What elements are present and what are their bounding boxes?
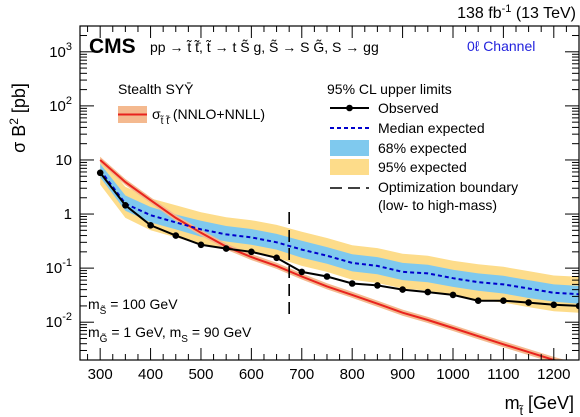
y-axis-title: σ B2 [pb] <box>7 83 29 153</box>
x-tick-label: 300 <box>88 366 113 383</box>
observed-point <box>525 299 532 306</box>
signal-legend-label: σt̃ t̃̄ (NNLO+NNLL) <box>152 106 265 127</box>
y-tick-label: 10 <box>55 152 72 169</box>
legend-expected-label: Median expected <box>378 120 485 136</box>
observed-point <box>449 291 457 299</box>
observed-point <box>172 232 180 239</box>
x-tick-label: 800 <box>340 366 365 383</box>
lumi-label: 138 fb-1 (13 TeV) <box>457 3 576 22</box>
observed-point <box>474 297 482 305</box>
observed-points-layer <box>96 169 579 310</box>
observed-point <box>424 288 432 296</box>
observed-point <box>348 280 356 287</box>
x-tick-label: 500 <box>188 366 213 383</box>
y-tick-label: 10-1 <box>46 257 72 277</box>
limits-legend-title: 95% CL upper limits <box>327 81 452 97</box>
legend-boundary-sublabel: (low- to high-mass) <box>378 197 497 213</box>
y-tick-label: 10-2 <box>46 311 72 331</box>
legend-boundary-label: Optimization boundary <box>378 179 518 195</box>
x-tick-label: 1200 <box>537 366 570 383</box>
observed-point <box>122 202 129 209</box>
plot-frame <box>79 25 580 361</box>
observed-point <box>222 245 230 252</box>
legend-band95-label: 95% expected <box>378 159 467 175</box>
observed-point <box>500 297 507 305</box>
limit-lines-layer <box>99 169 579 307</box>
observed-point <box>298 268 306 276</box>
x-tick-label: 900 <box>390 366 415 383</box>
mass-note-gravitino: mG̃ = 1 GeV, mS = 90 GeV <box>88 324 252 345</box>
y-tick-label: 102 <box>49 95 72 115</box>
observed-point <box>374 282 381 289</box>
mass-note-smuon: mS̃ = 100 GeV <box>88 296 178 317</box>
observed-point <box>399 286 406 293</box>
observed-point <box>273 254 280 262</box>
x-tick-label: 400 <box>138 366 163 383</box>
legend-band95-swatch <box>330 159 369 175</box>
x-tick-label: 700 <box>289 366 314 383</box>
observed-point <box>197 241 205 249</box>
observed-point <box>248 248 255 256</box>
y-tick-label: 103 <box>49 41 72 61</box>
x-tick-label: 1000 <box>436 366 469 383</box>
channel-label: 0ℓ Channel <box>467 38 535 54</box>
legend-observed-marker <box>346 104 353 112</box>
expected-line <box>99 169 579 296</box>
legend-band68-swatch <box>330 140 369 156</box>
signal-legend-title: Stealth SYȲ <box>118 81 194 97</box>
process-label: pp → t̃ t̃̄, t̃ → t S̃ g, S̃ → S G̃, S →… <box>150 39 379 55</box>
x-axis-title: mt̃ [GeV] <box>505 393 574 417</box>
observed-point <box>550 301 558 309</box>
legend-observed-label: Observed <box>378 100 439 116</box>
observed-line <box>99 172 579 307</box>
axes-layer: 300 400 500 600 700 800 900 1000 1100 1200 10-2 10-… <box>46 25 580 383</box>
x-tick-label: 600 <box>239 366 264 383</box>
theory-layer <box>99 156 566 360</box>
theory-line <box>99 159 558 360</box>
y-tick-label: 1 <box>64 206 72 223</box>
x-tick-label: 1100 <box>487 366 519 383</box>
cms-label: CMS <box>89 35 136 58</box>
legend-band68-label: 68% expected <box>378 140 467 156</box>
observed-point <box>96 169 104 177</box>
observed-point <box>323 273 331 280</box>
observed-point <box>147 222 154 229</box>
